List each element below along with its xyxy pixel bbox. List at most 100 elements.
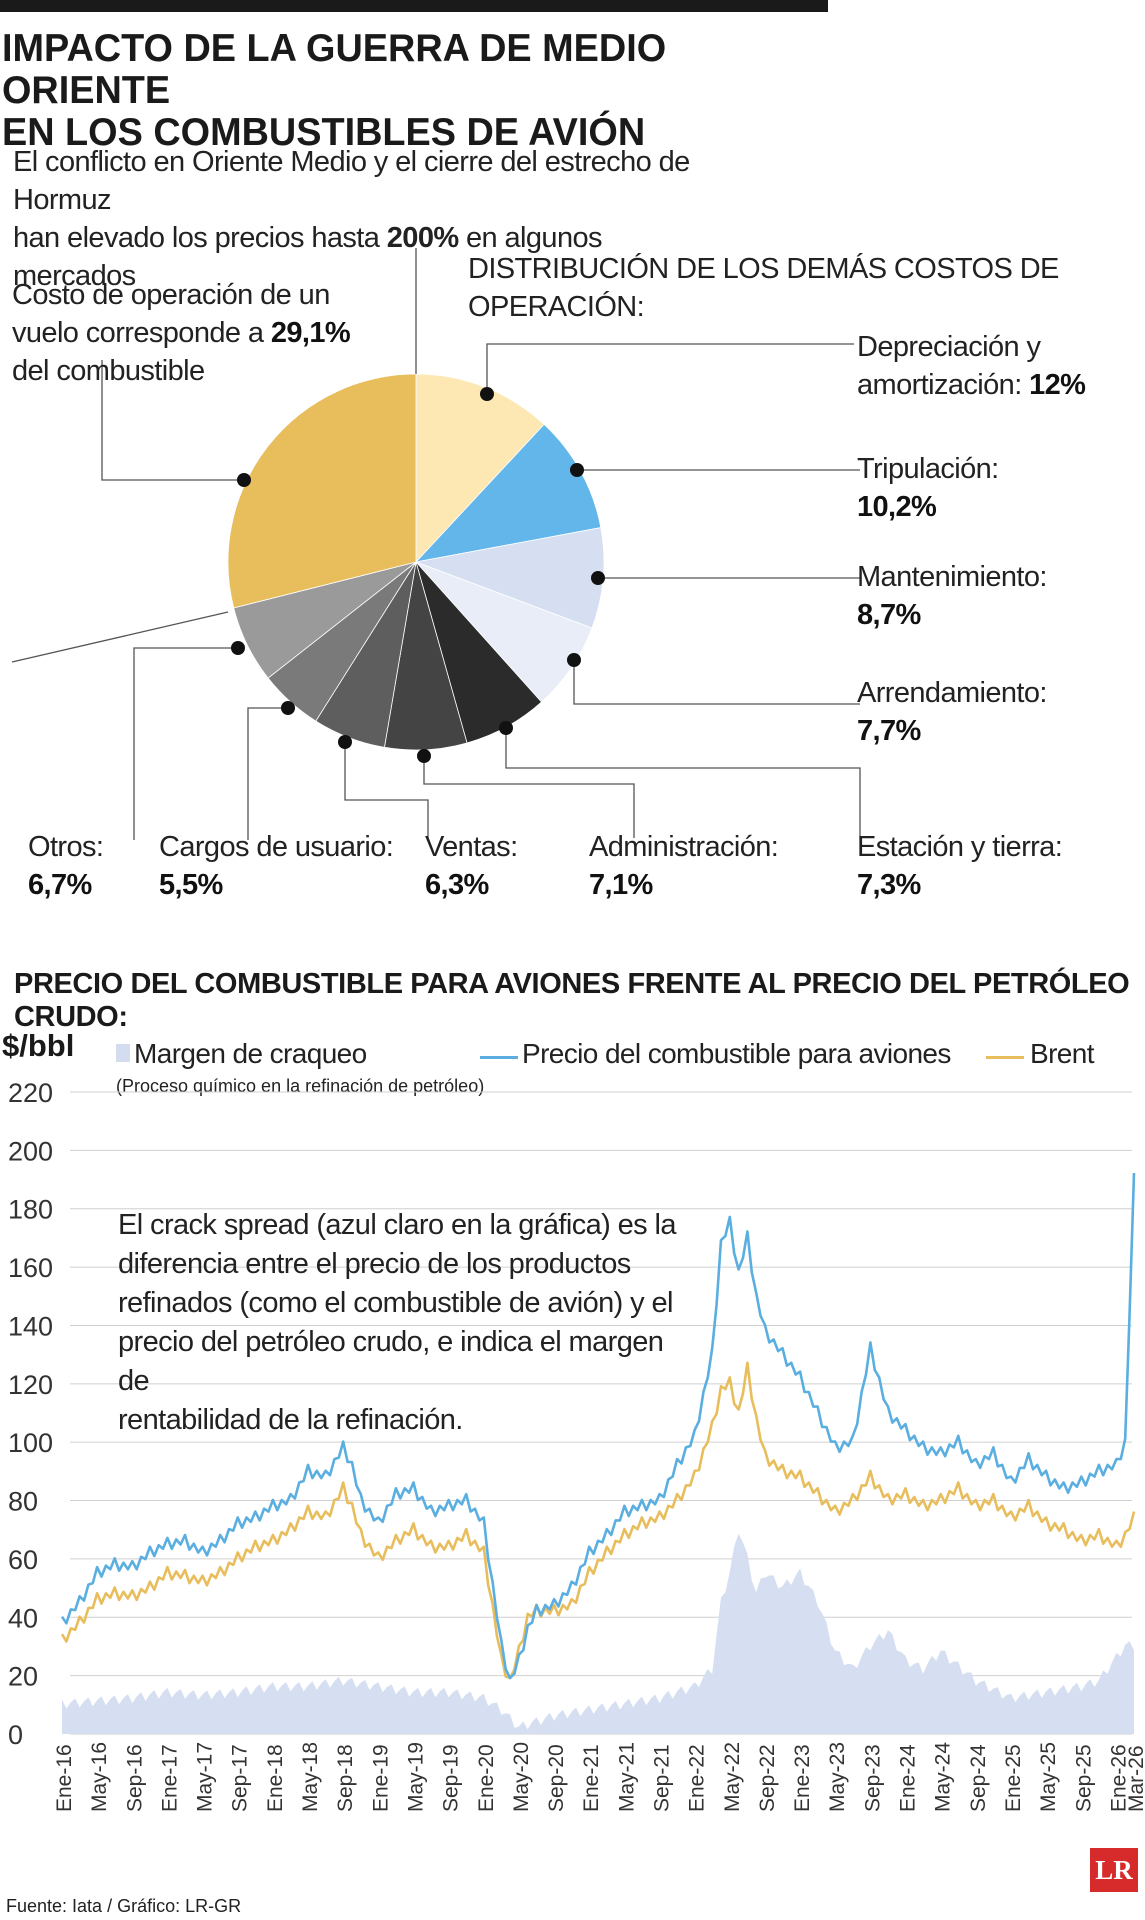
label-cargos: Cargos de usuario: 5,5% [159, 828, 394, 904]
lr-logo: LR [1090, 1848, 1138, 1892]
subtitle-highlight: 200% [386, 222, 459, 254]
page-title-line2: EN LOS COMBUSTIBLES DE AVIÓN [2, 111, 646, 154]
label-estacion-value: 7,3% [857, 866, 1062, 904]
x-tick-sep-17: Sep-17 [229, 1744, 252, 1812]
label-depreciacion-value: 12% [1029, 369, 1086, 401]
fuel-label-line2-pre: vuelo corresponde a [12, 317, 271, 349]
annotation-line4: precio del petróleo crudo, e indica el m… [118, 1326, 664, 1397]
x-tick-sep-23: Sep-23 [861, 1744, 884, 1812]
legend-crack-sublabel: (Proceso químico en la refinación de pet… [116, 1076, 485, 1096]
label-cargos-value: 5,5% [159, 866, 393, 904]
label-depreciacion-line2: amortización: 12% [857, 366, 1086, 404]
y-axis-unit: $/bbl [2, 1028, 75, 1063]
leader-ventas [344, 742, 429, 838]
x-tick-sep-20: Sep-20 [545, 1744, 568, 1812]
label-mantenimiento-line1: Mantenimiento: [857, 561, 1047, 593]
y-axis-ticks: 0 20 40 60 80 100 120 140 160 180 200 220 [8, 1078, 53, 1750]
label-arrendamiento-line1: Arrendamiento: [857, 677, 1047, 709]
x-tick-sep-21: Sep-21 [651, 1744, 674, 1812]
annotation-line3: refinados (como el combustible de avión)… [118, 1287, 674, 1319]
x-tick-may-19: May-19 [404, 1742, 427, 1812]
fuel-label-value: 29,1% [270, 317, 351, 349]
source-note: Fuente: Iata / Gráfico: LR-GR [6, 1896, 242, 1916]
x-axis-ticks: Ene-16 May-16 Sep-16 Ene-17 May-17 Sep-17 Ene-… [53, 1742, 1145, 1812]
label-arrendamiento-value-text: 7,7% [857, 715, 921, 747]
dot-ventas [338, 735, 352, 749]
other-costs-title: DISTRIBUCIÓN DE LOS DEMÁS COSTOS DE OPER… [468, 253, 1059, 323]
x-tick-sep-18: Sep-18 [334, 1744, 357, 1812]
label-cargos-line1: Cargos de usuario: [159, 831, 394, 863]
annotation-line2: diferencia entre el precio de los produc… [118, 1248, 631, 1280]
label-arrendamiento: Arrendamiento: 7,7% [857, 674, 1047, 750]
x-tick-ene-17: Ene-17 [158, 1744, 181, 1812]
pie-leaders [11, 248, 861, 840]
dot-arrendamiento [567, 653, 581, 667]
pie-dots [231, 387, 605, 763]
dot-mantenimiento [591, 571, 605, 585]
x-tick-sep-19: Sep-19 [440, 1744, 463, 1812]
x-tick-sep-24: Sep-24 [967, 1744, 990, 1812]
y-tick-100: 100 [8, 1428, 53, 1458]
label-mantenimiento-value-text: 8,7% [857, 599, 921, 631]
page-title: IMPACTO DE LA GUERRA DE MEDIO ORIENTE EN… [2, 28, 807, 154]
label-ventas-line1: Ventas: [425, 831, 518, 863]
series-brent [60, 1361, 1136, 1680]
x-tick-ene-20: Ene-20 [475, 1744, 498, 1812]
legend-crack-label: Margen de craqueo [134, 1038, 367, 1069]
leader-cargos [247, 707, 288, 840]
y-tick-40: 40 [8, 1603, 38, 1633]
label-administracion-value: 7,1% [589, 866, 778, 904]
pie-slice-depreciacion-y-amortizacion [415, 373, 545, 564]
x-tick-ene-16: Ene-16 [53, 1744, 76, 1812]
label-estacion-value-text: 7,3% [857, 869, 921, 901]
leader-otros [133, 647, 238, 840]
dot-cargos [281, 701, 295, 715]
page-subtitle: El conflicto en Oriente Medio y el cierr… [13, 143, 713, 295]
series-precio-del-combustible-para-aviones [60, 1173, 1136, 1680]
label-ventas-value: 6,3% [425, 866, 518, 904]
x-tick-sep-16: Sep-16 [123, 1744, 146, 1812]
label-depreciacion-text: amortización: [857, 369, 1030, 401]
y-tick-0: 0 [8, 1720, 23, 1750]
label-tripulacion: Tripulación: 10,2% [857, 450, 999, 526]
y-tick-80: 80 [8, 1487, 38, 1517]
fuel-label-line1: Costo de operación de un [12, 279, 330, 311]
legend-brent-swatch [986, 1056, 1024, 1059]
x-tick-ene-21: Ene-21 [580, 1744, 603, 1812]
legend-brent-label: Brent [1030, 1038, 1095, 1069]
pie-chart [11, 248, 861, 840]
annotation-line5: rentabilidad de la refinación. [118, 1404, 463, 1436]
label-mantenimiento-value: 8,7% [857, 596, 1047, 634]
y-tick-200: 200 [8, 1136, 53, 1166]
label-ventas: Ventas: 6,3% [425, 828, 518, 904]
leader-arrendamiento [573, 660, 860, 705]
dot-depreciacion [480, 387, 494, 401]
x-tick-ene-23: Ene-23 [791, 1744, 814, 1812]
label-tripulacion-line1: Tripulación: [857, 453, 999, 485]
leader-extension [11, 611, 229, 663]
x-tick-ene-18: Ene-18 [264, 1744, 287, 1812]
subtitle-line2-post: en algunos mercados [13, 222, 603, 292]
x-tick-ene-22: Ene-22 [686, 1744, 709, 1812]
label-tripulacion-value-text: 10,2% [857, 491, 937, 523]
x-tick-may-18: May-18 [299, 1742, 322, 1812]
legend-jet-swatch [480, 1056, 518, 1059]
y-tick-220: 220 [8, 1078, 53, 1108]
pie-slices [227, 373, 605, 751]
dot-tripulacion [570, 463, 584, 477]
fuel-label-line2: vuelo corresponde a 29,1% [12, 314, 351, 352]
dot-estacion [499, 721, 513, 735]
y-tick-180: 180 [8, 1195, 53, 1225]
annotation-line1: El crack spread (azul claro en la gráfic… [118, 1209, 677, 1241]
label-tripulacion-value: 10,2% [857, 488, 999, 526]
label-administracion: Administración: 7,1% [589, 828, 779, 904]
line-chart: 0 20 40 60 80 100 120 140 160 180 200 220 Ene-16 May… [8, 1078, 1145, 1812]
dot-administracion [417, 749, 431, 763]
label-estacion: Estación y tierra: 7,3% [857, 828, 1063, 904]
label-estacion-line1: Estación y tierra: [857, 831, 1063, 863]
pie-slice-combustible [227, 373, 417, 609]
x-tick-ene-26: Ene-26 [1107, 1744, 1130, 1812]
x-tick-may-24: May-24 [932, 1742, 955, 1812]
x-tick-ene-19: Ene-19 [369, 1744, 392, 1812]
x-tick-sep-22: Sep-22 [756, 1744, 779, 1812]
